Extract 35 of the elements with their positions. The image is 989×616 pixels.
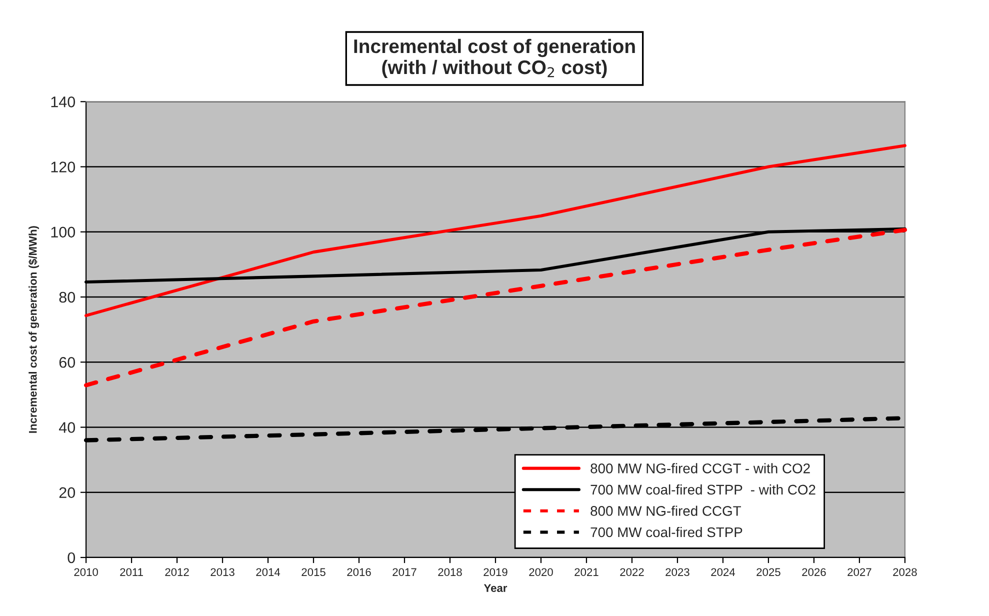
- line-series: [84, 228, 908, 388]
- x-tick-label: 2018: [438, 568, 462, 576]
- x-tick-label: 2022: [620, 568, 644, 576]
- y-tick-label: 120: [51, 162, 76, 172]
- x-tick-label: 2027: [848, 568, 872, 576]
- legend-label: 800 MW NG-fired CCGT: [590, 506, 741, 516]
- y-tick-label: 20: [59, 487, 76, 498]
- legend-label: 800 MW NG-fired CCGT - with CO2: [590, 463, 810, 474]
- y-axis-title: Incremental cost of generation ($/MWh): [28, 226, 40, 433]
- y-tick-label: 40: [58, 422, 76, 433]
- x-tick-label: 2014: [256, 568, 280, 576]
- x-tick-label: 2010: [74, 568, 98, 576]
- y-tick-label: 0: [68, 552, 76, 564]
- y-tick-label: 80: [59, 292, 76, 303]
- x-tick-label: 2017: [392, 568, 416, 576]
- x-tick-label: 2012: [165, 568, 189, 576]
- x-tick-label: 2020: [529, 568, 553, 576]
- x-tick-label: 2011: [120, 568, 143, 576]
- x-tick-label: 2025: [756, 568, 780, 576]
- legend-label: 700 MW coal-fired STPP: [590, 526, 742, 538]
- x-tick-label: 2019: [484, 568, 508, 576]
- x-tick-label: 2028: [893, 568, 917, 576]
- x-tick-label: 2016: [347, 568, 371, 576]
- x-tick-label: 2013: [210, 568, 234, 576]
- x-tick-label: 2024: [711, 568, 735, 576]
- legend-label: 700 MW coal-fired STPP - with CO2: [590, 484, 816, 495]
- y-tick-label: 100: [51, 226, 76, 238]
- x-tick-label: 2015: [302, 568, 326, 576]
- x-axis-title: Year: [484, 584, 508, 592]
- x-tick-label: 2021: [574, 568, 598, 576]
- x-tick-label: 2026: [802, 568, 826, 576]
- y-tick-label: 140: [51, 96, 76, 108]
- chart-title: Incremental cost of generation (with / without CO$_{2}$ cost): [354, 38, 635, 78]
- y-tick-label: 60: [59, 356, 76, 368]
- x-tick-label: 2023: [666, 568, 690, 576]
